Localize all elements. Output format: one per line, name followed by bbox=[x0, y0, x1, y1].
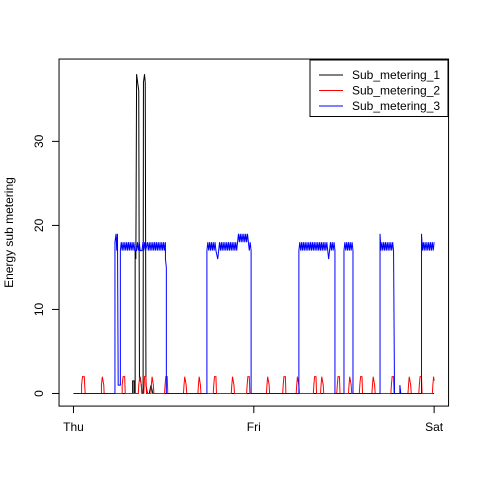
y-axis-title: Energy sub metering bbox=[2, 177, 16, 288]
x-tick-label: Sat bbox=[425, 420, 444, 434]
y-tick-label: 10 bbox=[32, 302, 46, 316]
legend-label: Sub_metering_1 bbox=[352, 68, 440, 82]
legend-box bbox=[309, 59, 449, 117]
y-axis: 0 10 20 30 bbox=[32, 134, 60, 397]
y-tick-label: 20 bbox=[32, 218, 46, 232]
x-tick-label: Fri bbox=[247, 420, 261, 434]
x-axis: Thu Fri Sat bbox=[63, 406, 444, 434]
y-tick-label: 0 bbox=[32, 390, 46, 397]
series-line-sub-metering-2 bbox=[73, 376, 435, 394]
y-tick-label: 30 bbox=[32, 134, 46, 148]
x-tick-label: Thu bbox=[63, 420, 84, 434]
series-line-sub-metering-3 bbox=[73, 233, 435, 394]
legend-label: Sub_metering_3 bbox=[352, 99, 440, 113]
legend-label: Sub_metering_2 bbox=[352, 84, 440, 98]
series-layer bbox=[73, 74, 435, 394]
legend: Sub_metering_1 Sub_metering_2Sub_metering… bbox=[309, 59, 449, 117]
